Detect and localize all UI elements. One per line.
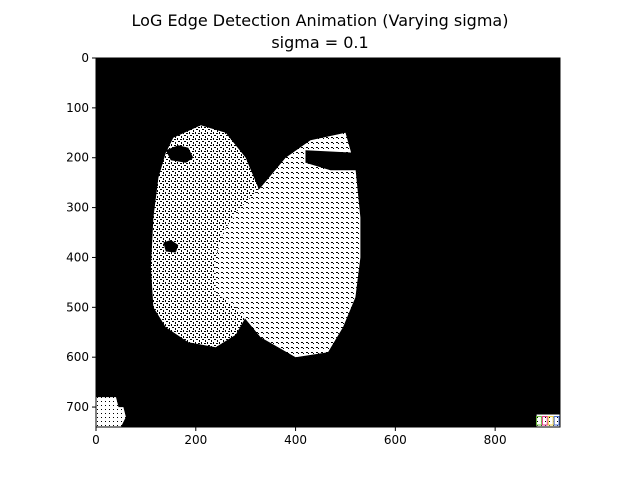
left-blob-dark-spot-top	[165, 145, 194, 163]
chart-subtitle: sigma = 0.1	[271, 33, 369, 52]
y-tick-label: 0	[81, 51, 89, 65]
bottom-right-patch-color-band	[553, 416, 560, 426]
axes-frame	[95, 57, 561, 428]
left-blob-dark-spot-mid	[163, 240, 179, 253]
right-blob	[215, 132, 361, 358]
bottom-right-patch-color-band	[547, 416, 554, 426]
x-tick-label: 600	[384, 433, 407, 447]
edge-map	[96, 125, 560, 427]
y-tick-label: 400	[66, 250, 89, 264]
y-tick-label: 200	[66, 151, 89, 165]
bottom-right-patch-color-band	[541, 416, 548, 426]
y-tick-label: 700	[66, 400, 89, 414]
x-tick-label: 0	[92, 433, 100, 447]
y-tick-label: 300	[66, 201, 89, 215]
x-tick-label: 800	[484, 433, 507, 447]
y-axis: 0 100 200 300 400 500 600 700	[66, 51, 96, 414]
bottom-right-patch-color-band	[536, 416, 542, 426]
y-tick-label: 500	[66, 300, 89, 314]
right-blob-dark-band	[305, 150, 383, 171]
bottom-left-patch	[96, 397, 126, 427]
x-tick-label: 400	[284, 433, 307, 447]
x-axis: 0 200 400 600 800	[92, 427, 507, 447]
x-tick-label: 200	[184, 433, 207, 447]
chart-title: LoG Edge Detection Animation (Varying si…	[131, 11, 509, 30]
y-tick-label: 600	[66, 350, 89, 364]
y-tick-label: 100	[66, 101, 89, 115]
